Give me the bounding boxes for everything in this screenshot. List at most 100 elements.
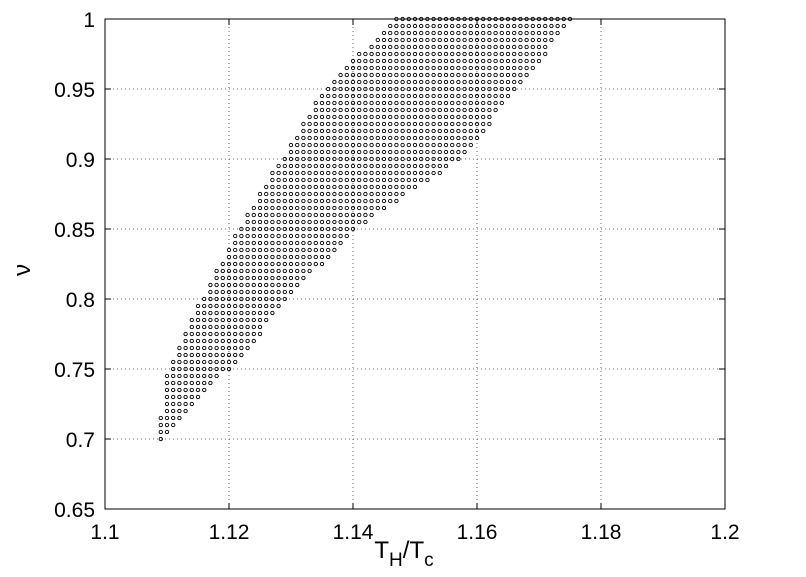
point [264, 261, 269, 267]
point [326, 205, 331, 211]
point [493, 86, 498, 92]
point [394, 163, 399, 169]
point [245, 247, 250, 253]
point [425, 135, 430, 141]
point [505, 58, 511, 64]
point [487, 79, 492, 85]
point [555, 30, 560, 36]
point [369, 205, 374, 211]
point [412, 58, 418, 64]
point [437, 100, 442, 106]
point [344, 233, 349, 239]
x-tick-label: 1.12 [209, 521, 250, 544]
point [326, 156, 331, 162]
point [437, 163, 442, 169]
point [202, 352, 207, 358]
point [350, 114, 356, 120]
point [214, 289, 219, 295]
point [499, 44, 504, 50]
point [208, 380, 213, 386]
point [344, 93, 349, 99]
point [437, 30, 442, 36]
point [307, 261, 312, 267]
y-tick-label: 0.9 [66, 149, 95, 172]
point [208, 345, 213, 351]
point [251, 233, 256, 239]
point [443, 23, 449, 29]
point [499, 72, 504, 78]
point [437, 72, 442, 78]
point [326, 184, 331, 190]
point [214, 359, 219, 365]
point [307, 114, 312, 120]
point [307, 177, 312, 183]
point [326, 135, 331, 141]
point [344, 86, 349, 92]
point [388, 44, 393, 50]
point [518, 65, 523, 71]
point [313, 100, 318, 106]
point [450, 65, 455, 71]
point [412, 51, 418, 57]
point [338, 156, 343, 162]
point [518, 37, 523, 43]
point [164, 380, 170, 386]
point [406, 58, 411, 64]
point [369, 79, 374, 85]
point [195, 338, 201, 344]
point [375, 149, 380, 155]
point [319, 121, 325, 127]
point [518, 58, 523, 64]
point [326, 114, 331, 120]
point [338, 205, 343, 211]
point [214, 282, 219, 288]
point [536, 58, 542, 64]
point [381, 100, 387, 106]
point [499, 100, 504, 106]
point [499, 23, 504, 29]
point [276, 177, 281, 183]
point [245, 219, 250, 225]
point [338, 240, 343, 246]
point [301, 142, 306, 148]
point [239, 296, 244, 302]
point [468, 107, 473, 113]
point [245, 212, 250, 218]
point [512, 37, 517, 43]
point [189, 352, 194, 358]
point [487, 44, 492, 50]
point [301, 247, 306, 253]
point [226, 268, 232, 274]
point [363, 184, 368, 190]
point [381, 149, 387, 155]
point [419, 135, 424, 141]
point [282, 163, 287, 169]
point [425, 44, 430, 50]
point [251, 240, 256, 246]
point [357, 149, 362, 155]
point [208, 296, 213, 302]
point [406, 177, 411, 183]
point [276, 170, 281, 176]
point [400, 163, 405, 169]
point [456, 51, 461, 57]
point [431, 44, 436, 50]
point [406, 100, 411, 106]
point [406, 79, 411, 85]
point [394, 170, 399, 176]
point [431, 30, 436, 36]
point [226, 289, 232, 295]
point [462, 51, 467, 57]
point [276, 205, 281, 211]
point [257, 289, 263, 295]
point [332, 233, 337, 239]
point [412, 72, 418, 78]
point [257, 317, 263, 323]
point [388, 51, 393, 57]
point [202, 359, 207, 365]
point [450, 107, 455, 113]
point [208, 289, 213, 295]
point [357, 107, 362, 113]
point [487, 114, 492, 120]
